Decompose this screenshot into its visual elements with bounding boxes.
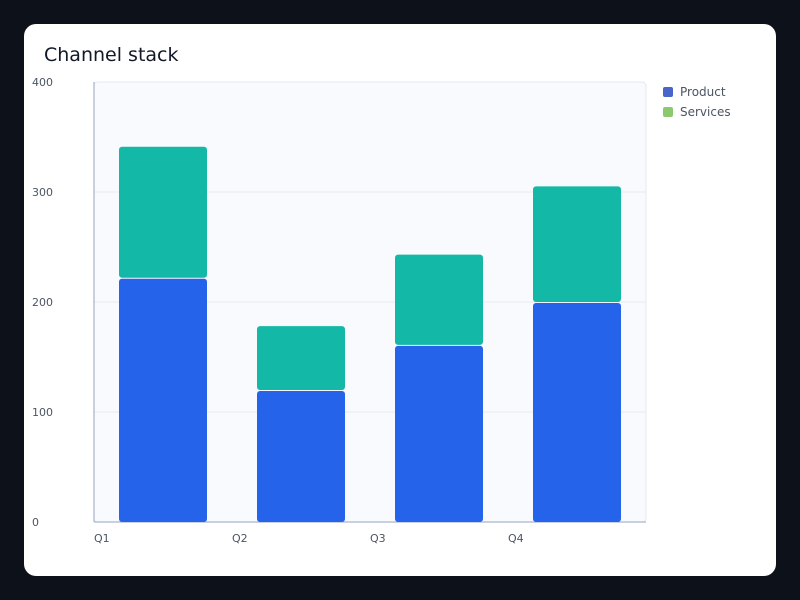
bar-product-q1 (119, 278, 207, 522)
legend-label-product: Product (680, 85, 726, 99)
x-tick-label: Q4 (508, 532, 524, 545)
y-tick-label: 300 (32, 186, 53, 199)
legend: Product Services (663, 82, 731, 122)
legend-swatch-product (663, 87, 673, 97)
x-tick-label: Q2 (232, 532, 248, 545)
legend-swatch-services (663, 107, 673, 117)
x-tick-label: Q1 (94, 532, 110, 545)
bar-services-q4 (533, 186, 621, 302)
chart-title: Channel stack (44, 44, 179, 66)
y-tick-label: 100 (32, 406, 53, 419)
bar-product-q2 (257, 391, 345, 522)
chart-svg: 0 100 200 300 400 Q1 Q2 Q3 Q4 (32, 76, 647, 545)
x-tick-label: Q3 (370, 532, 386, 545)
chart-card: Channel stack 0 100 200 300 400 Q1 Q2 Q3 Q4 Prod… (24, 24, 776, 576)
legend-label-services: Services (680, 105, 731, 119)
bar-product-q4 (533, 303, 621, 522)
y-tick-label: 0 (32, 516, 39, 529)
legend-item-services[interactable]: Services (663, 102, 731, 122)
y-tick-label: 400 (32, 76, 53, 89)
bar-product-q3 (395, 345, 483, 522)
y-tick-label: 200 (32, 296, 53, 309)
bar-services-q3 (395, 254, 483, 345)
bar-services-q2 (257, 326, 345, 390)
bar-services-q1 (119, 146, 207, 278)
legend-item-product[interactable]: Product (663, 82, 731, 102)
